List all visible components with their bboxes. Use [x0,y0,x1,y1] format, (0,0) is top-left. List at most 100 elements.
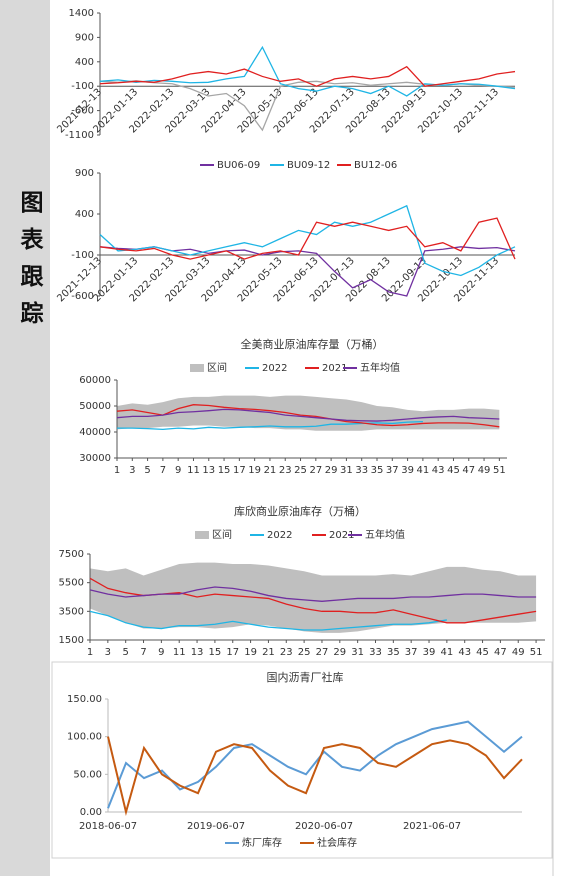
sidebar-label: 图表跟踪 [16,190,43,338]
x-tick-label: 31 [351,647,364,658]
x-tick-label: 9 [175,465,181,476]
y-tick-label: 400 [75,209,94,220]
sidebar: 图表跟踪 [0,0,50,876]
x-tick-label: 17 [226,647,239,658]
x-tick-label: 39 [423,647,436,658]
legend-label: 2021 [329,530,354,541]
x-tick-label: 7 [140,647,146,658]
x-tick-label: 29 [333,647,346,658]
y-tick-label: 400 [75,57,94,68]
x-tick-label: 35 [371,465,384,476]
legend-label: 区间 [212,528,232,541]
x-tick-label: 33 [355,465,368,476]
x-tick-label: 23 [280,647,293,658]
legend-label: 社会库存 [317,836,357,849]
x-tick-label: 21 [262,647,275,658]
x-tick-label: 3 [105,647,111,658]
y-tick-label: 0.00 [80,807,102,818]
x-tick-label: 43 [432,465,445,476]
x-tick-label: 27 [309,465,322,476]
series-line [99,217,516,260]
x-tick-label: 33 [369,647,382,658]
x-tick-label: 41 [440,647,453,658]
x-tick-label: 51 [530,647,543,658]
x-tick-label: 13 [202,465,215,476]
x-tick-label: 21 [264,465,277,476]
legend-label: 五年均值 [360,361,400,374]
series-line [107,736,523,816]
y-tick-label: 5500 [59,578,84,589]
x-tick-label: 25 [294,465,307,476]
y-tick-label: 900 [75,168,94,179]
y-tick-label: 1500 [59,635,84,646]
y-tick-label: 3500 [59,606,84,617]
y-tick-label: 30000 [79,453,111,464]
y-tick-label: 100.00 [67,732,102,743]
x-tick-label: 2018-06-07 [79,821,137,832]
series-line [89,610,447,631]
chart-title: 库欣商业原油库存（万桶） [234,504,366,518]
y-tick-label: 1400 [69,8,94,19]
legend-label: 2021 [322,363,347,374]
x-tick-label: 35 [387,647,400,658]
y-tick-label: -600 [71,291,94,302]
series-line [116,404,500,428]
series-line [116,408,500,422]
x-tick-label: 15 [209,647,222,658]
x-tick-label: 7 [160,465,166,476]
x-tick-label: 9 [158,647,164,658]
x-tick-label: 39 [401,465,414,476]
x-tick-label: 23 [279,465,292,476]
x-tick-label: 27 [316,647,329,658]
x-tick-label: 47 [494,647,507,658]
x-tick-label: 19 [244,647,257,658]
x-tick-label: 15 [218,465,231,476]
legend-label: BU12-06 [354,160,397,171]
x-tick-label: 43 [458,647,471,658]
series-line [89,586,537,602]
y-tick-label: -100 [71,81,94,92]
x-tick-label: 49 [478,465,491,476]
x-tick-label: 5 [144,465,150,476]
chart-title: 国内沥青厂社库 [267,670,344,684]
legend-label: 炼厂库存 [242,836,282,849]
legend-label: BU06-09 [217,160,260,171]
x-tick-label: 51 [493,465,506,476]
x-tick-label: 45 [447,465,460,476]
y-tick-label: 50.00 [73,769,102,780]
series-line [107,720,523,809]
x-tick-label: 29 [325,465,338,476]
chart-frame [51,661,553,859]
x-tick-label: 1 [87,647,93,658]
y-tick-label: 60000 [79,375,111,386]
x-tick-label: 1 [114,465,120,476]
range-band [90,562,537,633]
x-tick-label: 3 [129,465,135,476]
x-tick-label: 45 [476,647,489,658]
legend-swatch [190,364,204,372]
x-tick-label: 17 [233,465,246,476]
legend-swatch [195,531,209,539]
chart-title: 全美商业原油库存量（万桶） [241,337,384,351]
series-line [117,420,423,431]
legend-label: 区间 [207,361,227,374]
legend-label: 五年均值 [365,528,405,541]
x-tick-label: 2019-06-07 [187,821,245,832]
legend-label: 2022 [267,530,292,541]
series-line [99,65,516,87]
y-tick-label: 150.00 [67,694,102,705]
x-tick-label: 47 [462,465,475,476]
x-tick-label: 13 [191,647,204,658]
x-tick-label: 31 [340,465,353,476]
x-tick-label: 49 [512,647,525,658]
y-tick-label: 7500 [59,549,84,560]
x-tick-label: 5 [122,647,128,658]
x-tick-label: 11 [173,647,186,658]
x-tick-label: 11 [187,465,200,476]
legend-label: BU09-12 [287,160,330,171]
series-line [99,45,516,97]
series-line [99,204,516,277]
x-tick-label: 2020-06-07 [295,821,353,832]
